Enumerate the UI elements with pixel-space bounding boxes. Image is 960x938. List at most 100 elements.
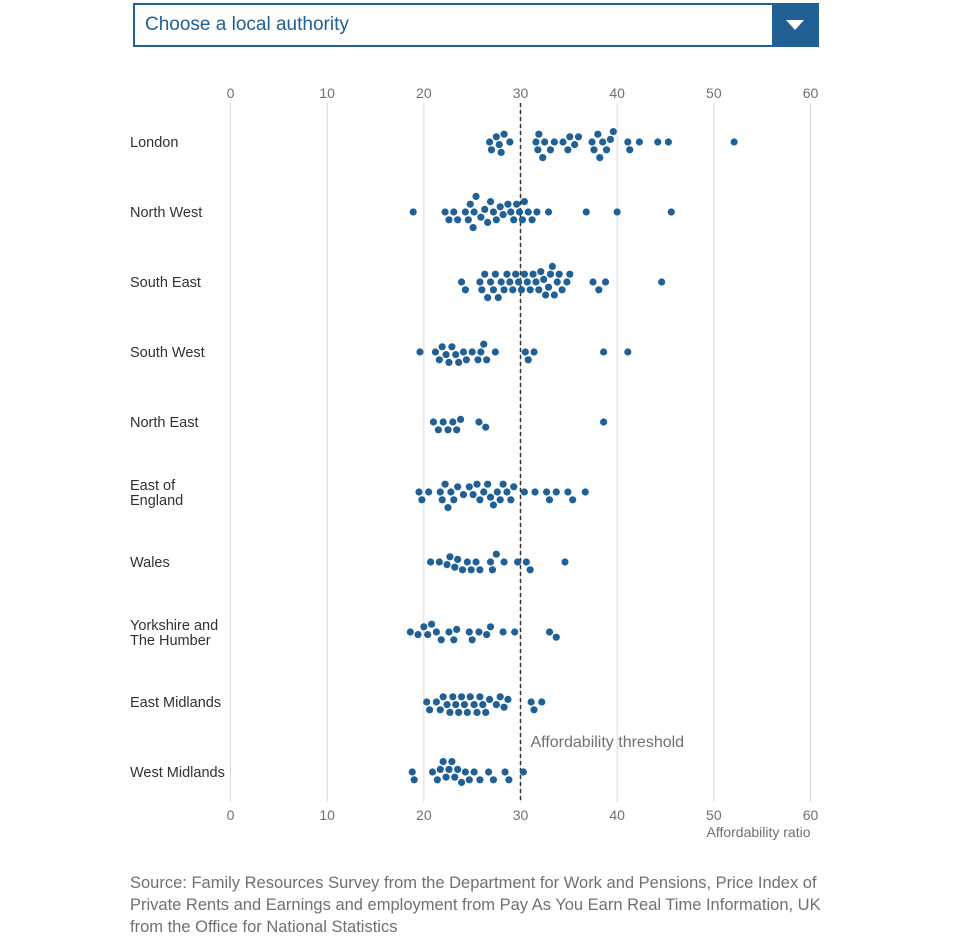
data-point — [515, 208, 524, 216]
x-tick-label-top: 60 — [803, 85, 819, 101]
data-point — [545, 496, 554, 504]
data-point — [526, 566, 534, 574]
data-point — [409, 208, 417, 216]
data-point — [435, 356, 443, 364]
data-point — [492, 133, 500, 141]
data-point — [558, 286, 566, 294]
data-point — [505, 776, 513, 784]
data-point — [441, 208, 449, 216]
data-point — [492, 216, 500, 224]
data-point — [420, 623, 428, 631]
threshold-label: Affordability threshold — [531, 734, 685, 751]
data-point — [535, 286, 543, 294]
data-point — [439, 418, 447, 426]
data-point — [530, 706, 538, 714]
data-point — [406, 628, 414, 636]
data-point — [486, 493, 495, 501]
data-point — [438, 496, 446, 504]
data-point — [414, 631, 422, 639]
category-label: South East — [130, 275, 201, 291]
data-point — [476, 566, 484, 574]
data-point — [480, 488, 488, 496]
data-point — [529, 270, 537, 278]
data-point — [488, 566, 497, 574]
data-point — [470, 208, 478, 216]
data-point — [410, 776, 418, 784]
data-point — [484, 218, 492, 226]
data-point — [466, 200, 474, 208]
data-point — [537, 268, 545, 276]
data-point — [469, 224, 477, 232]
data-point — [460, 701, 469, 709]
data-point — [609, 128, 617, 136]
data-point — [480, 340, 488, 348]
data-point — [439, 693, 447, 701]
data-point — [469, 491, 477, 499]
data-point — [436, 488, 444, 496]
data-point — [513, 200, 521, 208]
data-point — [441, 480, 449, 488]
data-point — [507, 496, 515, 504]
category-label: North West — [130, 205, 202, 221]
data-point — [450, 208, 458, 216]
data-point — [473, 708, 481, 717]
data-point — [564, 488, 572, 496]
data-point — [451, 773, 459, 781]
x-tick-label-top: 40 — [609, 85, 625, 101]
data-point — [492, 550, 500, 558]
data-point — [443, 561, 451, 569]
data-point — [427, 620, 436, 628]
data-point — [489, 776, 498, 784]
category-label: South West — [130, 345, 205, 361]
data-point — [566, 270, 574, 278]
data-point — [545, 628, 554, 636]
data-point — [500, 703, 508, 711]
data-point — [466, 693, 474, 701]
data-point — [452, 701, 460, 709]
data-point — [453, 426, 461, 434]
data-point — [548, 262, 557, 270]
data-point — [449, 693, 457, 701]
data-point — [530, 348, 538, 356]
data-point — [542, 291, 550, 299]
data-point — [504, 695, 512, 704]
data-point — [434, 426, 442, 434]
data-point — [517, 286, 526, 294]
data-point — [445, 216, 453, 224]
data-point — [431, 348, 440, 356]
data-point — [496, 203, 504, 211]
data-point — [439, 758, 447, 766]
data-point — [476, 776, 484, 784]
data-point — [467, 566, 475, 574]
data-point — [445, 765, 453, 774]
data-point — [521, 348, 529, 356]
data-point — [552, 488, 560, 496]
data-point — [527, 698, 535, 706]
data-point — [459, 491, 468, 499]
data-point — [494, 294, 502, 302]
data-point — [435, 558, 443, 566]
data-point — [523, 278, 531, 286]
data-point — [514, 558, 522, 566]
dropdown-toggle-button[interactable] — [772, 3, 819, 47]
data-point — [555, 270, 563, 278]
data-point — [503, 270, 511, 278]
data-point — [496, 693, 504, 701]
data-point — [491, 270, 499, 278]
dropdown-placeholder: Choose a local authority — [145, 14, 349, 35]
data-point — [472, 192, 480, 200]
category-label: East of England — [130, 478, 183, 509]
data-point — [470, 701, 478, 709]
data-point — [506, 138, 514, 146]
local-authority-dropdown[interactable]: Choose a local authority — [133, 3, 819, 47]
data-point — [486, 198, 495, 206]
data-point — [497, 278, 505, 286]
data-point — [534, 146, 542, 154]
data-point — [581, 488, 589, 496]
data-point — [461, 768, 469, 776]
data-point — [493, 488, 501, 496]
data-point — [437, 636, 445, 644]
data-point — [540, 275, 548, 283]
data-point — [600, 418, 608, 426]
data-point — [457, 778, 466, 787]
